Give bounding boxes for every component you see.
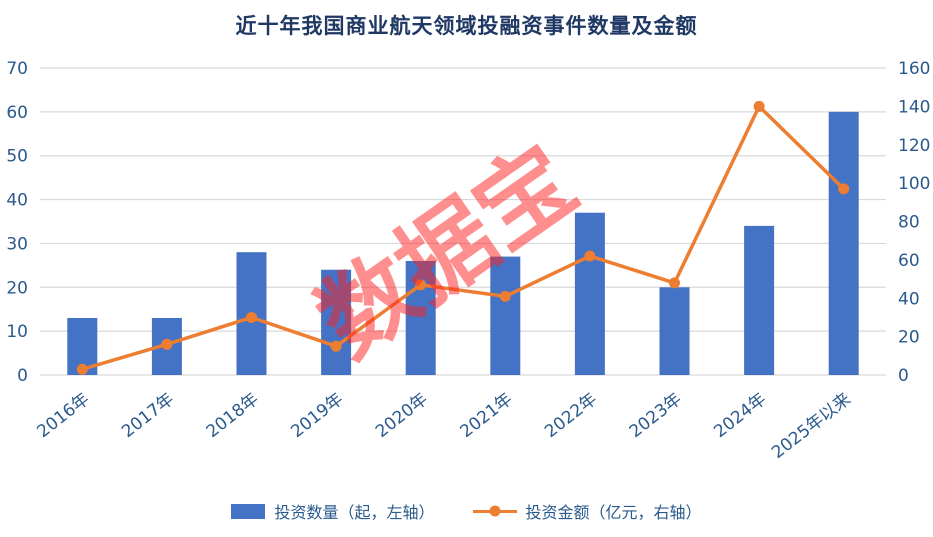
bar-legend-swatch [231, 503, 266, 519]
legend: 投资数量（起，左轴） 投资金额（亿元，右轴） [0, 499, 933, 523]
x-axis-tick-label: 2018年 [203, 389, 263, 442]
right-axis-tick-label: 80 [898, 213, 920, 233]
left-axis-tick-label: 20 [6, 278, 28, 298]
left-axis-tick-label: 60 [6, 103, 28, 123]
x-axis-tick-label: 2025年以来 [768, 389, 855, 463]
x-axis-tick-label: 2022年 [541, 389, 601, 442]
line-marker [669, 277, 680, 289]
bar [744, 225, 775, 375]
x-axis-tick-label: 2016年 [34, 389, 94, 442]
bar [659, 287, 690, 375]
left-axis-tick-label: 40 [6, 191, 28, 211]
right-axis-tick-label: 60 [898, 251, 920, 271]
bar [574, 212, 605, 375]
line-marker [161, 338, 173, 350]
right-axis-tick-label: 120 [898, 136, 930, 156]
bar [321, 269, 352, 375]
right-axis-tick-label: 40 [898, 289, 920, 309]
left-axis-tick-label: 0 [17, 366, 28, 386]
right-axis-tick-label: 0 [898, 366, 909, 386]
right-axis-tick-label: 100 [898, 174, 930, 194]
line-marker [246, 311, 257, 323]
x-axis-tick-label: 2017年 [118, 389, 178, 442]
bar [490, 256, 521, 375]
legend-item-line: 投资金额（亿元，右轴） [472, 499, 702, 523]
left-axis-tick-label: 70 [6, 59, 28, 79]
bar [828, 111, 859, 375]
x-axis-tick-label: 2020年 [372, 389, 432, 442]
line-marker [415, 279, 427, 291]
right-axis-tick-label: 20 [898, 328, 920, 348]
line-marker [753, 100, 765, 112]
right-axis-tick-label: 140 [898, 97, 930, 117]
x-axis-tick-label: 2019年 [287, 389, 347, 442]
bar [405, 260, 436, 375]
left-axis-tick-label: 30 [6, 234, 28, 254]
right-axis-tick-label: 160 [898, 59, 930, 79]
line-marker [838, 183, 850, 195]
line-series [80, 104, 846, 371]
left-axis-tick-label: 10 [6, 322, 28, 342]
line-marker [499, 290, 511, 302]
x-axis-tick-label: 2023年 [626, 389, 686, 442]
line-marker [330, 340, 342, 352]
line-marker [76, 363, 88, 375]
left-axis-tick-label: 50 [6, 147, 28, 167]
line-legend-label: 投资金额（亿元，右轴） [525, 503, 702, 522]
legend-item-bar: 投资数量（起，左轴） [231, 499, 435, 523]
line-legend-swatch [472, 504, 517, 519]
bar-legend-label: 投资数量（起，左轴） [274, 503, 435, 522]
chart-title: 近十年我国商业航天领域投融资事件数量及金额 [235, 14, 698, 38]
x-axis-tick-label: 2021年 [457, 389, 517, 442]
x-axis-tick-label: 2024年 [710, 389, 770, 442]
line-marker [584, 250, 596, 262]
line-legend-marker [489, 505, 500, 517]
